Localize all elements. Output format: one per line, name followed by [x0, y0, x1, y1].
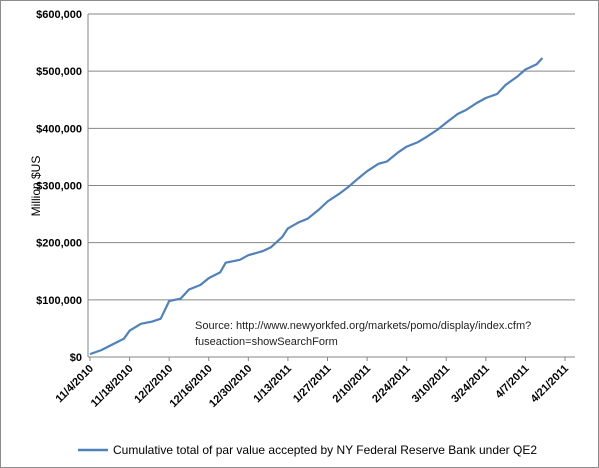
- series-line: [89, 57, 544, 356]
- x-tick-label: 2/10/2011: [331, 363, 374, 406]
- legend-label: Cumulative total of par value accepted b…: [113, 443, 537, 457]
- x-tick-label: 11/18/2010: [89, 363, 136, 410]
- y-tick-label: $0: [70, 352, 82, 364]
- x-tick-label: 1/13/2011: [251, 363, 294, 406]
- x-tick-label: 2/24/2011: [370, 363, 413, 406]
- x-tick-labels: 11/4/201011/18/201012/2/201012/16/201012…: [53, 363, 571, 410]
- y-axis-title: Million $US: [29, 156, 43, 217]
- x-tick-label: 3/24/2011: [449, 363, 492, 406]
- gridlines: [88, 13, 575, 301]
- x-tick-label: 1/27/2011: [291, 363, 334, 406]
- x-tick-label: 4/21/2011: [528, 363, 571, 406]
- x-tick-label: 12/30/2010: [207, 363, 254, 410]
- y-tick-labels: $0 $100,000 $200,000 $300,000 $400,000 $500,0…: [36, 9, 82, 364]
- source-annotation-line-2: fuseaction=showSearchForm: [195, 336, 338, 348]
- y-tick-label: $200,000: [36, 238, 82, 250]
- x-tick-label: 4/7/2011: [493, 363, 531, 401]
- y-tick-label: $600,000: [36, 9, 82, 21]
- x-tick-marks: [89, 357, 566, 361]
- y-tick-label: $400,000: [36, 123, 82, 135]
- y-tick-label: $100,000: [36, 295, 82, 307]
- source-annotation-line-1: Source: http://www.newyorkfed.org/market…: [195, 320, 531, 332]
- x-tick-label: 3/10/2011: [410, 363, 453, 406]
- y-tick-label: $300,000: [36, 181, 82, 193]
- y-tick-label: $500,000: [36, 66, 82, 78]
